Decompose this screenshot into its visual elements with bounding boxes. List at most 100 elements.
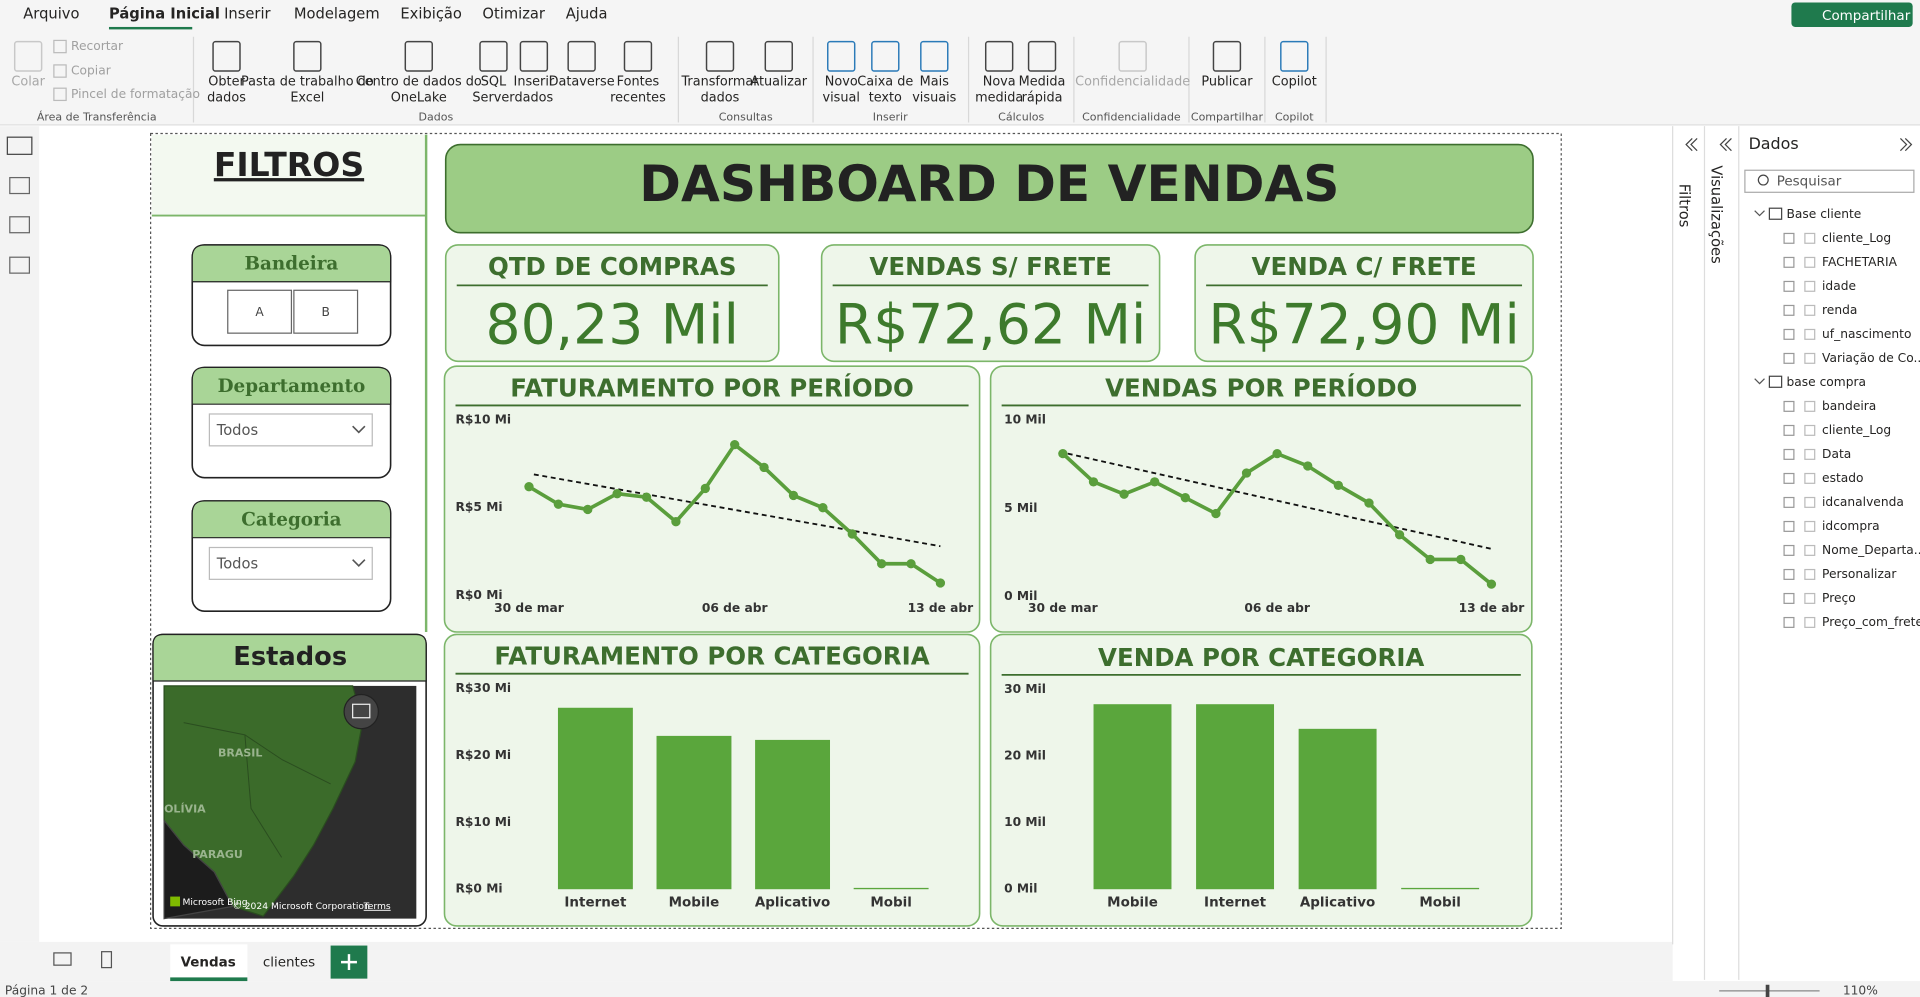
slicer-option-label[interactable]: B — [322, 305, 330, 319]
field-checkbox[interactable] — [1783, 352, 1795, 364]
menu-item[interactable]: Exibição — [400, 6, 462, 23]
ribbon-button[interactable]: Fontes — [617, 75, 660, 90]
ribbon-button[interactable]: dados — [701, 90, 740, 105]
share-label[interactable]: Compartilhar — [1822, 8, 1911, 24]
ribbon-button[interactable]: Pasta de trabalho do — [241, 75, 374, 90]
bar[interactable] — [1298, 728, 1377, 890]
slicer-dropdown[interactable] — [208, 546, 373, 580]
ribbon-button[interactable]: Copilot — [1272, 75, 1317, 90]
visualizations-pane-label[interactable]: Visualizações — [1708, 165, 1725, 263]
field-checkbox[interactable] — [1783, 304, 1795, 316]
ribbon-button[interactable]: Novo — [825, 75, 858, 90]
map-terms[interactable]: Terms — [363, 901, 391, 912]
field-checkbox[interactable] — [1783, 592, 1795, 604]
ribbon-button[interactable]: Atualizar — [750, 75, 807, 90]
field-name[interactable]: FACHETARIA — [1822, 255, 1898, 269]
bar[interactable] — [853, 887, 929, 890]
ribbon-button[interactable]: SQL — [481, 75, 507, 90]
ribbon-icon[interactable] — [920, 40, 949, 72]
ribbon-icon[interactable] — [705, 40, 735, 72]
nav-dax-icon[interactable] — [9, 256, 30, 274]
bar[interactable] — [1196, 704, 1275, 890]
bar[interactable] — [557, 707, 633, 890]
ribbon-icon[interactable] — [293, 40, 322, 72]
field-checkbox[interactable] — [1783, 424, 1795, 436]
menu-item[interactable]: Página Inicial — [109, 6, 220, 23]
field-checkbox[interactable] — [1783, 256, 1795, 268]
slicer-dropdown[interactable] — [208, 413, 373, 447]
slicer-dropdown-value[interactable]: Todos — [216, 422, 258, 439]
zoom-thumb[interactable] — [1765, 984, 1770, 997]
field-name[interactable]: cliente_Log — [1822, 423, 1891, 437]
menu-item[interactable]: Otimizar — [482, 6, 545, 23]
ribbon-button[interactable]: dados — [207, 90, 246, 105]
ribbon-icon[interactable] — [764, 40, 793, 72]
slicer-dropdown-value[interactable]: Todos — [216, 556, 258, 573]
ribbon-icon[interactable] — [567, 40, 596, 72]
field-checkbox[interactable] — [1783, 568, 1795, 580]
ribbon-button[interactable]: OneLake — [391, 90, 447, 105]
field-checkbox[interactable] — [1783, 328, 1795, 340]
field-checkbox[interactable] — [1783, 280, 1795, 292]
field-checkbox[interactable] — [1783, 448, 1795, 460]
ribbon-icon[interactable] — [871, 40, 900, 72]
search-placeholder[interactable]: Pesquisar — [1777, 173, 1842, 189]
ribbon-icon[interactable] — [1280, 40, 1309, 72]
field-checkbox[interactable] — [1783, 232, 1795, 244]
table-chevron[interactable] — [1754, 378, 1765, 385]
field-name[interactable]: renda — [1822, 303, 1857, 317]
share-button[interactable] — [1791, 2, 1913, 27]
collapse-icon[interactable] — [1719, 137, 1732, 152]
menu-item[interactable]: Arquivo — [23, 6, 79, 23]
field-name[interactable]: idcompra — [1822, 519, 1880, 533]
bar[interactable] — [656, 735, 732, 890]
field-name[interactable]: Preço — [1822, 591, 1856, 605]
field-name[interactable]: Data — [1822, 447, 1851, 461]
ribbon-button[interactable]: Server — [472, 90, 515, 105]
expand-icon[interactable] — [1899, 137, 1913, 152]
ribbon-icon[interactable] — [827, 40, 856, 72]
ribbon-icon[interactable] — [519, 40, 549, 72]
field-name[interactable]: Nome_Departa... — [1822, 543, 1920, 557]
field-checkbox[interactable] — [1783, 400, 1795, 412]
ribbon-button[interactable]: Medida — [1019, 75, 1066, 90]
ribbon-button[interactable]: texto — [869, 90, 902, 105]
ribbon-icon[interactable] — [1027, 40, 1057, 72]
map-focus-button[interactable] — [343, 693, 379, 730]
ribbon-button[interactable]: Recortar — [71, 39, 124, 53]
ribbon-button[interactable]: Nova — [983, 75, 1016, 90]
field-checkbox[interactable] — [1783, 520, 1795, 532]
field-checkbox[interactable] — [1783, 616, 1795, 628]
field-checkbox[interactable] — [1783, 496, 1795, 508]
menu-item[interactable]: Ajuda — [566, 6, 608, 23]
ribbon-button[interactable]: Mais — [920, 75, 950, 90]
ribbon-button[interactable]: Excel — [290, 90, 324, 105]
ribbon-button[interactable]: Dataverse — [549, 75, 615, 90]
field-name[interactable]: bandeira — [1822, 399, 1876, 413]
ribbon-button[interactable]: Copiar — [71, 64, 112, 78]
ribbon-icon[interactable] — [479, 40, 508, 72]
table-name[interactable]: base compra — [1787, 375, 1866, 389]
field-name[interactable]: idcanalvenda — [1822, 495, 1904, 509]
tab-active[interactable] — [170, 944, 248, 982]
nav-table-icon[interactable] — [9, 176, 30, 195]
field-name[interactable]: Preço_com_frete — [1822, 615, 1920, 629]
table-chevron[interactable] — [1754, 210, 1765, 217]
slicer-option-label[interactable]: A — [255, 305, 264, 319]
nav-report-icon[interactable] — [6, 136, 33, 155]
field-name[interactable]: idade — [1822, 279, 1856, 293]
menu-item[interactable]: Inserir — [224, 6, 271, 23]
field-name[interactable]: uf_nascimento — [1822, 327, 1911, 341]
ribbon-button[interactable]: dados — [515, 90, 554, 105]
ribbon-button[interactable]: Centro de dados do — [356, 75, 482, 90]
ribbon-button[interactable]: Inserir — [514, 75, 555, 90]
filters-pane-label[interactable]: Filtros — [1676, 184, 1693, 228]
field-checkbox[interactable] — [1783, 472, 1795, 484]
ribbon-button[interactable]: recentes — [610, 90, 666, 105]
ribbon-button[interactable]: Colar — [11, 75, 45, 90]
ribbon-icon[interactable] — [1118, 40, 1147, 72]
page-tab[interactable]: Vendas — [181, 955, 236, 971]
field-name[interactable]: cliente_Log — [1822, 231, 1891, 245]
ribbon-button[interactable]: Caixa de — [857, 75, 913, 90]
ribbon-button[interactable]: Obter — [208, 75, 245, 90]
